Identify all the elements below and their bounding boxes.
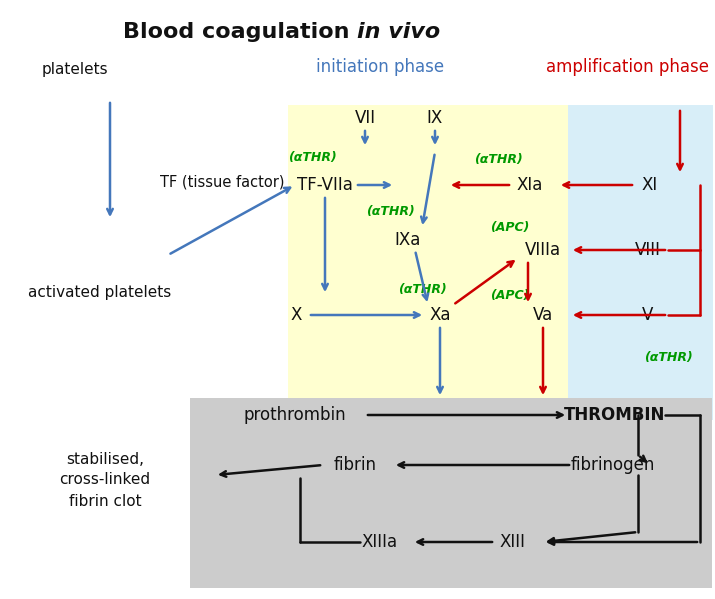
Text: (αTHR): (αTHR) bbox=[287, 152, 336, 165]
Text: Xa: Xa bbox=[429, 306, 450, 324]
Text: THROMBIN: THROMBIN bbox=[564, 406, 666, 424]
Text: VIII: VIII bbox=[635, 241, 661, 259]
Text: TF-VIIa: TF-VIIa bbox=[297, 176, 353, 194]
Text: stabilised,
cross-linked
fibrin clot: stabilised, cross-linked fibrin clot bbox=[59, 452, 151, 509]
Text: V: V bbox=[642, 306, 654, 324]
Text: VIIIa: VIIIa bbox=[525, 241, 561, 259]
Text: Blood coagulation: Blood coagulation bbox=[123, 22, 357, 42]
Text: fibrin: fibrin bbox=[333, 456, 377, 474]
Text: XIIIa: XIIIa bbox=[362, 533, 398, 551]
Text: IX: IX bbox=[427, 109, 443, 127]
Text: (αTHR): (αTHR) bbox=[473, 153, 523, 167]
Text: platelets: platelets bbox=[41, 62, 108, 77]
Text: Va: Va bbox=[533, 306, 553, 324]
Bar bbox=[288, 105, 570, 420]
Text: (αTHR): (αTHR) bbox=[644, 352, 692, 365]
Text: TF (tissue factor): TF (tissue factor) bbox=[160, 174, 285, 189]
Text: in vivo: in vivo bbox=[357, 22, 440, 42]
Text: (αTHR): (αTHR) bbox=[365, 205, 415, 219]
Bar bbox=[568, 105, 713, 420]
Text: XI: XI bbox=[642, 176, 658, 194]
Text: XIII: XIII bbox=[500, 533, 526, 551]
Text: initiation phase: initiation phase bbox=[316, 58, 444, 76]
Text: XIa: XIa bbox=[517, 176, 543, 194]
Text: (αTHR): (αTHR) bbox=[398, 283, 446, 297]
Bar bbox=[190, 398, 712, 588]
Text: (APC): (APC) bbox=[490, 289, 530, 301]
Text: amplification phase: amplification phase bbox=[546, 58, 709, 76]
Text: prothrombin: prothrombin bbox=[244, 406, 346, 424]
Text: (APC): (APC) bbox=[490, 222, 530, 234]
Text: X: X bbox=[290, 306, 302, 324]
Text: VII: VII bbox=[355, 109, 375, 127]
Text: IXa: IXa bbox=[395, 231, 421, 249]
Text: activated platelets: activated platelets bbox=[29, 285, 172, 300]
Text: fibrinogen: fibrinogen bbox=[571, 456, 655, 474]
